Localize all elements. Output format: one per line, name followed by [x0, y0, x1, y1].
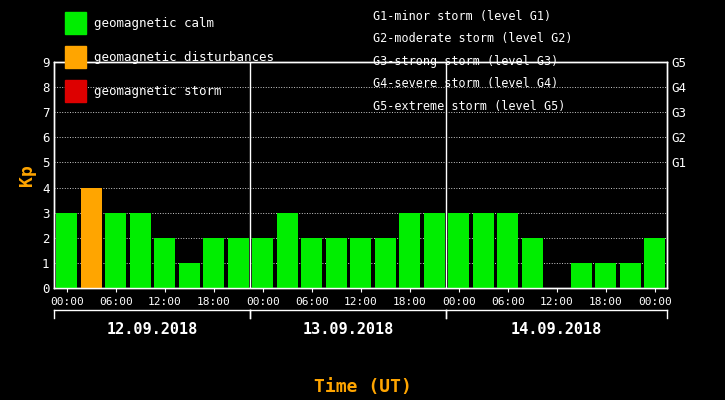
Bar	[350, 238, 371, 288]
Y-axis label: Kp: Kp	[18, 164, 36, 186]
Text: 12.09.2018: 12.09.2018	[107, 322, 198, 337]
Text: geomagnetic storm: geomagnetic storm	[94, 84, 222, 98]
Bar	[424, 213, 444, 288]
Text: geomagnetic disturbances: geomagnetic disturbances	[94, 50, 274, 64]
Bar	[154, 238, 175, 288]
Bar	[179, 263, 199, 288]
Bar	[375, 238, 396, 288]
Text: G5-extreme storm (level G5): G5-extreme storm (level G5)	[373, 100, 566, 113]
Bar	[595, 263, 616, 288]
Bar	[252, 238, 273, 288]
Text: G4-severe storm (level G4): G4-severe storm (level G4)	[373, 77, 559, 90]
Text: geomagnetic calm: geomagnetic calm	[94, 16, 215, 30]
Bar	[203, 238, 224, 288]
Bar	[399, 213, 420, 288]
Bar	[130, 213, 151, 288]
Bar	[105, 213, 126, 288]
Bar	[228, 238, 249, 288]
Bar	[497, 213, 518, 288]
Bar	[620, 263, 641, 288]
Text: 14.09.2018: 14.09.2018	[511, 322, 602, 337]
Bar	[80, 188, 102, 288]
Bar	[522, 238, 542, 288]
Text: G2-moderate storm (level G2): G2-moderate storm (level G2)	[373, 32, 573, 46]
Bar	[473, 213, 494, 288]
Bar	[645, 238, 665, 288]
Text: Time (UT): Time (UT)	[313, 378, 412, 396]
Text: G3-strong storm (level G3): G3-strong storm (level G3)	[373, 55, 559, 68]
Bar	[57, 213, 77, 288]
Bar	[277, 213, 297, 288]
Text: 13.09.2018: 13.09.2018	[303, 322, 394, 337]
Text: G1-minor storm (level G1): G1-minor storm (level G1)	[373, 10, 552, 23]
Bar	[326, 238, 347, 288]
Bar	[448, 213, 469, 288]
Bar	[571, 263, 592, 288]
Bar	[302, 238, 322, 288]
